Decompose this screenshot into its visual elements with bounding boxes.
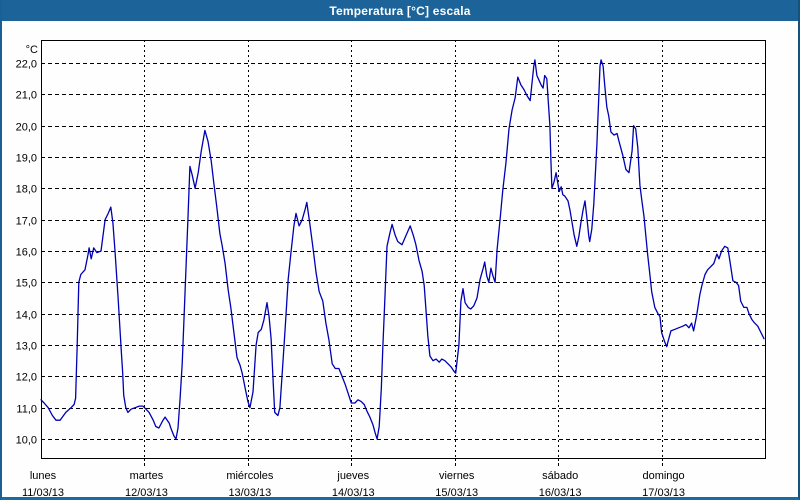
day-date-label: 12/03/13: [125, 487, 168, 497]
temperature-series-line: [40, 59, 765, 440]
day-date-label: 17/03/13: [642, 487, 685, 497]
y-tick-label: 16,0: [16, 247, 37, 259]
day-name-label: jueves: [336, 470, 369, 482]
day-date-label: 15/03/13: [435, 487, 478, 497]
y-tick-label: 19,0: [16, 153, 37, 165]
plot-frame: [41, 40, 766, 459]
chart-area: 22,0 21,0 20,0 19,0 18,0 17,0 16,0 15,0 14,0 13,0…: [2, 21, 798, 497]
temperature-line-chart: 22,0 21,0 20,0 19,0 18,0 17,0 16,0 15,0 14,0 13,0…: [16, 40, 766, 497]
day-name-label: martes: [130, 470, 164, 482]
day-name-label: viernes: [439, 470, 475, 482]
y-tick-label: 10,0: [16, 435, 37, 447]
day-name-label: miércoles: [226, 470, 274, 482]
y-axis-labels: 22,0 21,0 20,0 19,0 18,0 17,0 16,0 15,0 14,0 13,0…: [16, 44, 38, 447]
window-titlebar: Temperatura [°C] escala: [2, 0, 798, 21]
day-name-label: lunes: [30, 470, 57, 482]
y-tick-label: 11,0: [16, 404, 37, 416]
gridlines: [41, 40, 765, 466]
y-tick-label: 17,0: [16, 216, 37, 228]
y-tick-label: 15,0: [16, 278, 37, 290]
y-axis-unit-label: °C: [26, 44, 38, 56]
y-tick-label: 14,0: [16, 310, 37, 322]
x-axis-labels: lunes 11/03/13 martes 12/03/13 miércoles 13/0…: [22, 470, 685, 497]
window-title: Temperatura [°C] escala: [329, 3, 471, 18]
y-tick-label: 18,0: [16, 184, 37, 196]
y-tick-label: 22,0: [16, 59, 37, 71]
y-tick-label: 21,0: [16, 90, 37, 102]
day-date-label: 14/03/13: [332, 487, 375, 497]
day-date-label: 11/03/13: [22, 487, 64, 497]
day-name-label: sábado: [542, 470, 578, 482]
day-name-label: domingo: [642, 470, 684, 482]
y-tick-label: 13,0: [16, 341, 37, 353]
y-tick-label: 20,0: [16, 122, 37, 134]
day-date-label: 13/03/13: [228, 487, 271, 497]
day-date-label: 16/03/13: [539, 487, 582, 497]
y-tick-label: 12,0: [16, 372, 37, 384]
